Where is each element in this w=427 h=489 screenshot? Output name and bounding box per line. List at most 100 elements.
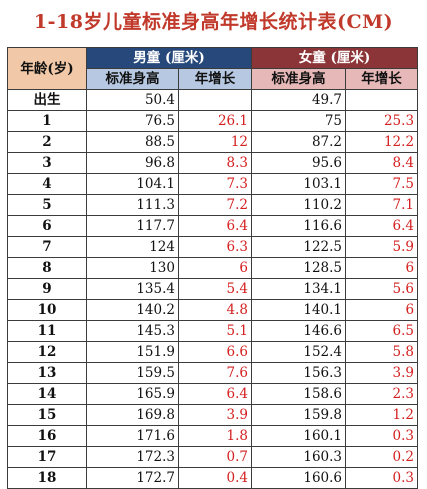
girl-growth-cell: 6 bbox=[345, 257, 419, 279]
boy-height-cell: 151.9 bbox=[86, 341, 179, 363]
age-cell: 4 bbox=[7, 173, 87, 195]
girl-height-header: 标准身高 bbox=[251, 68, 347, 90]
boy-growth-cell: 8.3 bbox=[177, 152, 253, 174]
boy-height-cell: 145.3 bbox=[86, 320, 179, 342]
table-row: 4 104.1 7.3 103.1 7.5 bbox=[7, 173, 419, 195]
boy-growth-cell: 6.3 bbox=[177, 236, 253, 258]
age-cell: 2 bbox=[7, 131, 87, 153]
girl-growth-cell: 7.5 bbox=[345, 173, 419, 195]
height-growth-table: 年龄(岁) 男童 (厘米) 女童 (厘米) 标准身高 年增长 标准身高 年增长 … bbox=[7, 47, 419, 489]
boy-growth-cell: 6.4 bbox=[177, 383, 253, 405]
girl-height-cell: 146.6 bbox=[251, 320, 347, 342]
age-cell: 13 bbox=[7, 362, 87, 384]
age-cell: 出生 bbox=[7, 89, 87, 111]
boy-height-cell: 117.7 bbox=[86, 215, 179, 237]
table-row: 2 88.5 12 87.2 12.2 bbox=[7, 131, 419, 153]
boy-growth-cell: 12 bbox=[177, 131, 253, 153]
girl-growth-cell: 0.3 bbox=[345, 467, 419, 489]
age-cell: 10 bbox=[7, 299, 87, 321]
table-row: 14 165.9 6.4 158.6 2.3 bbox=[7, 383, 419, 405]
girl-growth-cell: 12.2 bbox=[345, 131, 419, 153]
table-row: 18 172.7 0.4 160.6 0.3 bbox=[7, 467, 419, 489]
girl-height-cell: 103.1 bbox=[251, 173, 347, 195]
boy-height-cell: 111.3 bbox=[86, 194, 179, 216]
boy-height-cell: 88.5 bbox=[86, 131, 179, 153]
table-row: 9 135.4 5.4 134.1 5.6 bbox=[7, 278, 419, 300]
page-title: 1-18岁儿童标准身高年增长统计表(CM) bbox=[33, 11, 394, 33]
girl-height-cell: 95.6 bbox=[251, 152, 347, 174]
girl-height-cell: 128.5 bbox=[251, 257, 347, 279]
girl-height-cell: 160.3 bbox=[251, 446, 347, 468]
table-row: 7 124 6.3 122.5 5.9 bbox=[7, 236, 419, 258]
boy-height-cell: 159.5 bbox=[86, 362, 179, 384]
girl-height-cell: 75 bbox=[251, 110, 347, 132]
girl-growth-cell: 8.4 bbox=[345, 152, 419, 174]
boy-growth-cell: 7.6 bbox=[177, 362, 253, 384]
boy-height-cell: 50.4 bbox=[86, 89, 179, 111]
girl-height-cell: 140.1 bbox=[251, 299, 347, 321]
age-header: 年龄(岁) bbox=[7, 47, 87, 90]
boy-height-cell: 165.9 bbox=[86, 383, 179, 405]
girl-height-cell: 152.4 bbox=[251, 341, 347, 363]
boy-growth-cell: 6.4 bbox=[177, 215, 253, 237]
girl-height-cell: 159.8 bbox=[251, 404, 347, 426]
age-cell: 6 bbox=[7, 215, 87, 237]
table-row: 8 130 6 128.5 6 bbox=[7, 257, 419, 279]
girl-height-cell: 110.2 bbox=[251, 194, 347, 216]
boy-growth-cell: 4.8 bbox=[177, 299, 253, 321]
age-cell: 8 bbox=[7, 257, 87, 279]
boy-growth-cell: 0.4 bbox=[177, 467, 253, 489]
boy-height-cell: 104.1 bbox=[86, 173, 179, 195]
boy-height-cell: 171.6 bbox=[86, 425, 179, 447]
table-row: 16 171.6 1.8 160.1 0.3 bbox=[7, 425, 419, 447]
age-cell: 1 bbox=[7, 110, 87, 132]
girl-group-header: 女童 (厘米) bbox=[251, 47, 419, 69]
girl-growth-cell: 7.1 bbox=[345, 194, 419, 216]
girl-height-cell: 158.6 bbox=[251, 383, 347, 405]
age-cell: 3 bbox=[7, 152, 87, 174]
boy-growth-cell: 5.4 bbox=[177, 278, 253, 300]
girl-height-cell: 87.2 bbox=[251, 131, 347, 153]
table-row: 3 96.8 8.3 95.6 8.4 bbox=[7, 152, 419, 174]
age-cell: 14 bbox=[7, 383, 87, 405]
girl-height-cell: 122.5 bbox=[251, 236, 347, 258]
table-row: 5 111.3 7.2 110.2 7.1 bbox=[7, 194, 419, 216]
boy-height-cell: 140.2 bbox=[86, 299, 179, 321]
girl-height-cell: 49.7 bbox=[251, 89, 347, 111]
boy-growth-header: 年增长 bbox=[177, 68, 253, 90]
age-cell: 16 bbox=[7, 425, 87, 447]
boy-growth-cell: 3.9 bbox=[177, 404, 253, 426]
girl-growth-cell: 25.3 bbox=[345, 110, 419, 132]
girl-growth-cell: 5.9 bbox=[345, 236, 419, 258]
girl-growth-cell: 6 bbox=[345, 299, 419, 321]
boy-height-cell: 130 bbox=[86, 257, 179, 279]
age-cell: 7 bbox=[7, 236, 87, 258]
girl-growth-cell bbox=[345, 89, 419, 111]
age-cell: 17 bbox=[7, 446, 87, 468]
table-row: 6 117.7 6.4 116.6 6.4 bbox=[7, 215, 419, 237]
girl-growth-cell: 5.6 bbox=[345, 278, 419, 300]
boy-growth-cell: 5.1 bbox=[177, 320, 253, 342]
boy-height-cell: 76.5 bbox=[86, 110, 179, 132]
age-cell: 15 bbox=[7, 404, 87, 426]
table-row: 13 159.5 7.6 156.3 3.9 bbox=[7, 362, 419, 384]
boy-height-cell: 169.8 bbox=[86, 404, 179, 426]
boy-height-cell: 172.7 bbox=[86, 467, 179, 489]
age-cell: 5 bbox=[7, 194, 87, 216]
girl-growth-cell: 6.5 bbox=[345, 320, 419, 342]
girl-height-cell: 160.6 bbox=[251, 467, 347, 489]
table-row: 1 76.5 26.1 75 25.3 bbox=[7, 110, 419, 132]
girl-growth-cell: 2.3 bbox=[345, 383, 419, 405]
table-row: 出生 50.4 49.7 bbox=[7, 89, 419, 111]
table-row: 11 145.3 5.1 146.6 6.5 bbox=[7, 320, 419, 342]
boy-height-cell: 124 bbox=[86, 236, 179, 258]
girl-growth-cell: 6.4 bbox=[345, 215, 419, 237]
boy-group-header: 男童 (厘米) bbox=[85, 47, 253, 69]
girl-growth-cell: 5.8 bbox=[345, 341, 419, 363]
boy-growth-cell: 6 bbox=[177, 257, 253, 279]
boy-growth-cell: 7.2 bbox=[177, 194, 253, 216]
boy-growth-cell: 1.8 bbox=[177, 425, 253, 447]
boy-height-cell: 172.3 bbox=[86, 446, 179, 468]
table-row: 17 172.3 0.7 160.3 0.2 bbox=[7, 446, 419, 468]
girl-growth-cell: 1.2 bbox=[345, 404, 419, 426]
